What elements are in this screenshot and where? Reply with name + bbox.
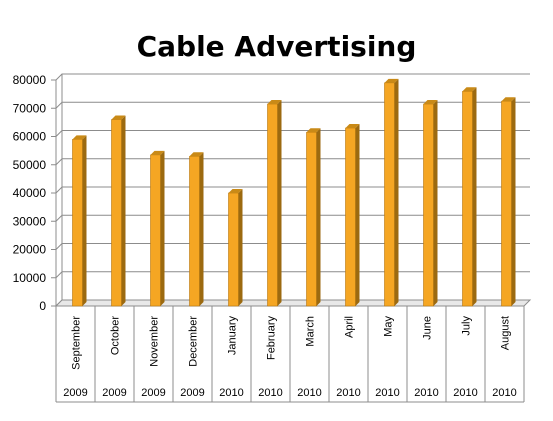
bar bbox=[150, 150, 165, 307]
x-tick-label: October bbox=[110, 316, 122, 355]
gridline bbox=[55, 158, 530, 166]
x-tick-label: June bbox=[422, 316, 434, 340]
gridline bbox=[55, 214, 530, 222]
year-label: 2009 bbox=[102, 387, 126, 399]
year-label: 2010 bbox=[492, 387, 516, 399]
year-label: 2010 bbox=[336, 387, 360, 399]
y-tick-label: 60000 bbox=[13, 130, 47, 144]
gridline bbox=[55, 186, 530, 194]
gridline bbox=[55, 101, 530, 109]
x-tick-label: September bbox=[71, 316, 83, 370]
gridline bbox=[55, 243, 530, 250]
x-tick-label: July bbox=[461, 316, 473, 336]
y-tick-label: 30000 bbox=[13, 214, 47, 228]
grid-lines bbox=[55, 73, 530, 307]
y-tick-label: 40000 bbox=[13, 186, 47, 200]
bar bbox=[111, 115, 126, 307]
bar bbox=[423, 100, 438, 307]
category-labels: September October November December January F… bbox=[71, 316, 512, 370]
bar bbox=[228, 189, 243, 307]
year-labels: 2009 2009 2009 2009 2010 2010 2010 2010 2010 2010… bbox=[63, 387, 516, 399]
x-tick-label: January bbox=[227, 316, 239, 356]
x-tick-label: August bbox=[500, 316, 512, 350]
y-tick-labels: 0 10000 20000 30000 40000 50000 60000 70000 8000… bbox=[13, 73, 47, 313]
y-tick-label: 0 bbox=[39, 299, 46, 313]
chart-title: Cable Advertising bbox=[136, 30, 417, 63]
year-label: 2010 bbox=[414, 387, 438, 399]
gridline bbox=[55, 73, 530, 81]
y-tick-label: 70000 bbox=[13, 101, 47, 115]
year-label: 2010 bbox=[375, 387, 399, 399]
y-tick-label: 10000 bbox=[13, 271, 47, 285]
x-tick-label: December bbox=[188, 316, 200, 367]
x-tick-label: November bbox=[149, 316, 161, 367]
year-label: 2009 bbox=[141, 387, 165, 399]
year-label: 2010 bbox=[219, 387, 243, 399]
bar bbox=[462, 87, 477, 307]
year-label: 2010 bbox=[258, 387, 282, 399]
x-tick-label: May bbox=[383, 316, 395, 337]
bar bbox=[384, 78, 399, 307]
gridline bbox=[55, 271, 530, 279]
year-label: 2010 bbox=[297, 387, 321, 399]
bar bbox=[306, 128, 321, 307]
x-tick-label: April bbox=[344, 316, 356, 338]
category-table bbox=[55, 306, 525, 403]
bar bbox=[345, 124, 360, 307]
y-tick-label: 80000 bbox=[13, 73, 47, 87]
gridline bbox=[55, 130, 530, 137]
bars bbox=[72, 78, 516, 307]
y-tick-label: 20000 bbox=[13, 243, 47, 257]
year-label: 2009 bbox=[63, 387, 87, 399]
bar bbox=[72, 135, 87, 307]
year-label: 2009 bbox=[180, 387, 204, 399]
year-label: 2010 bbox=[453, 387, 477, 399]
chart-floor bbox=[54, 299, 532, 307]
x-tick-label: February bbox=[266, 316, 278, 361]
bar bbox=[189, 152, 204, 307]
bar bbox=[501, 97, 516, 307]
bar bbox=[267, 100, 282, 307]
y-tick-label: 50000 bbox=[13, 158, 47, 172]
x-tick-label: March bbox=[305, 316, 317, 347]
